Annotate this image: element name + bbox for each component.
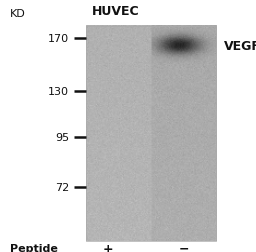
Text: KD: KD: [10, 9, 26, 19]
Text: 170: 170: [48, 34, 69, 44]
Text: HUVEC: HUVEC: [91, 5, 139, 18]
Text: 130: 130: [48, 87, 69, 97]
Text: 72: 72: [55, 183, 69, 193]
Bar: [86, 26, 216, 241]
Text: Peptide: Peptide: [10, 243, 58, 252]
Text: VEGFR-3: VEGFR-3: [224, 40, 256, 53]
Text: −: −: [179, 242, 190, 252]
Text: 95: 95: [55, 132, 69, 142]
Text: +: +: [102, 242, 113, 252]
